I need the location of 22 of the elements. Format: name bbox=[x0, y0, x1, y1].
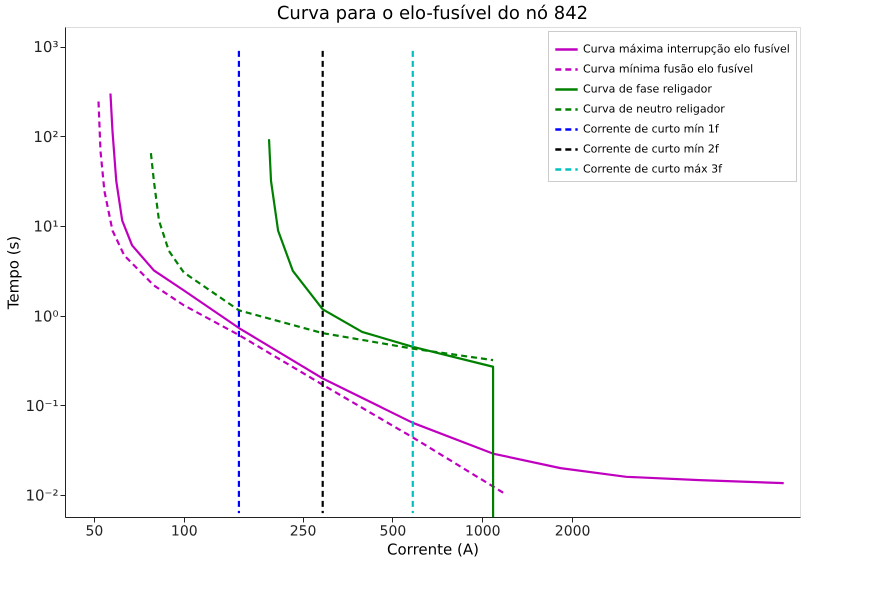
y-axis-title: Tempo (s) bbox=[4, 236, 22, 310]
y-tick-label: 10⁻² bbox=[25, 486, 58, 505]
legend-label: Curva mínima fusão elo fusível bbox=[583, 62, 754, 76]
y-tick-label: 10⁰ bbox=[33, 307, 58, 326]
chart-title: Curva para o elo-fusível do nó 842 bbox=[276, 3, 588, 24]
y-tick-label: 10³ bbox=[33, 38, 58, 56]
legend-label: Corrente de curto mín 1f bbox=[583, 122, 720, 136]
x-axis-title: Corrente (A) bbox=[387, 540, 479, 558]
x-tick-label: 50 bbox=[86, 524, 104, 540]
y-tick-label: 10² bbox=[33, 128, 58, 146]
x-tick-label: 250 bbox=[290, 524, 316, 540]
y-tick-label: 10¹ bbox=[33, 218, 58, 236]
legend-label: Curva de neutro religador bbox=[583, 102, 726, 116]
y-tick-label: 10⁻¹ bbox=[25, 396, 58, 415]
legend-label: Curva de fase religador bbox=[583, 82, 712, 96]
legend-label: Corrente de curto máx 3f bbox=[583, 162, 724, 176]
x-tick-label: 500 bbox=[380, 524, 406, 540]
legend-label: Corrente de curto mín 2f bbox=[583, 142, 720, 156]
legend-label: Curva máxima interrupção elo fusível bbox=[583, 42, 790, 56]
x-tick-label: 100 bbox=[170, 524, 198, 540]
x-tick-label: 1000 bbox=[464, 524, 501, 540]
x-tick-label: 2000 bbox=[554, 524, 590, 540]
